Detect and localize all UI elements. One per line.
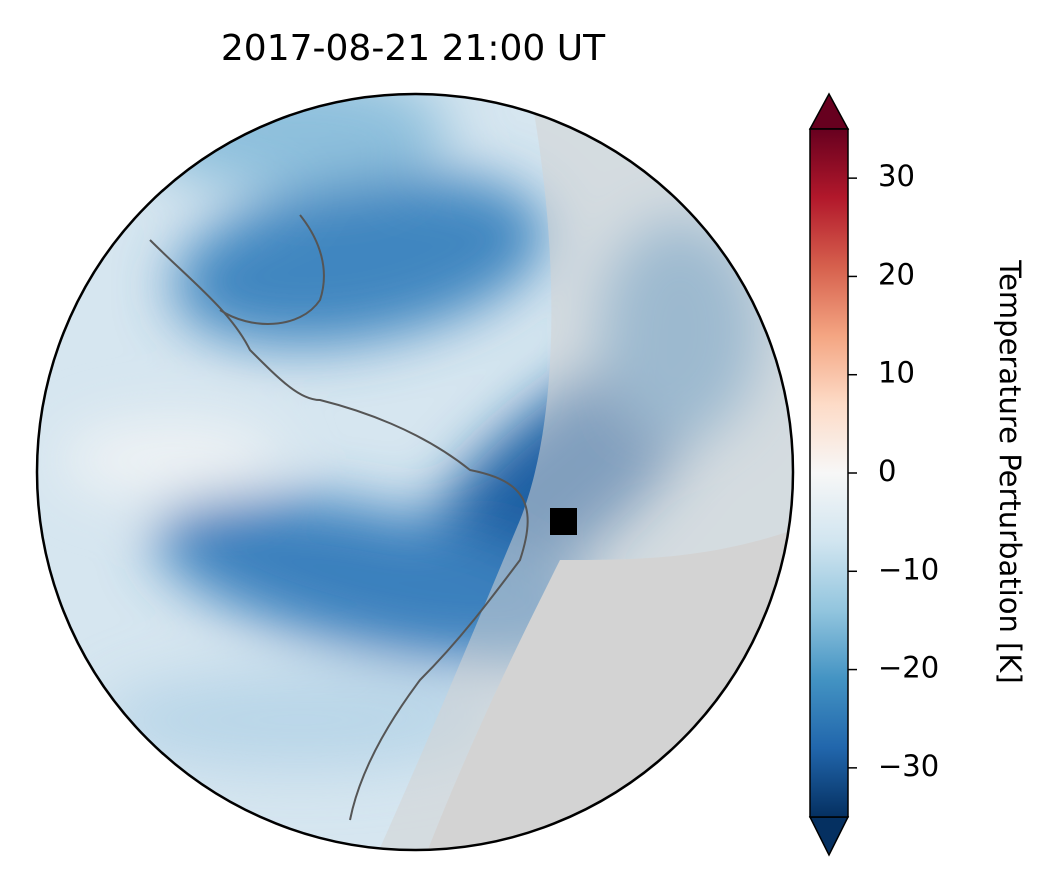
colorbar-tick-label: 10 [878,356,915,390]
colorbar-tick-label: 30 [878,159,915,193]
colorbar-gradient [809,128,849,818]
colorbar-extend-bottom [808,816,850,857]
colorbar-tick-label: 0 [878,454,896,488]
globe [37,94,793,850]
colorbar-tick-label: −20 [878,651,939,685]
colorbar-tick-label: 20 [878,257,915,291]
map-title: 2017-08-21 21:00 UT [221,28,606,69]
colorbar-tick-label: −10 [878,552,939,586]
colorbar-label: Temperature Perturbation [K] [993,259,1027,683]
colorbar: −30 −20 −10 0 10 20 30 [808,92,939,857]
site-marker [550,508,577,535]
colorbar-extend-top [808,92,850,130]
globe-outline [35,92,795,852]
colorbar-tick-label: −30 [878,749,939,783]
